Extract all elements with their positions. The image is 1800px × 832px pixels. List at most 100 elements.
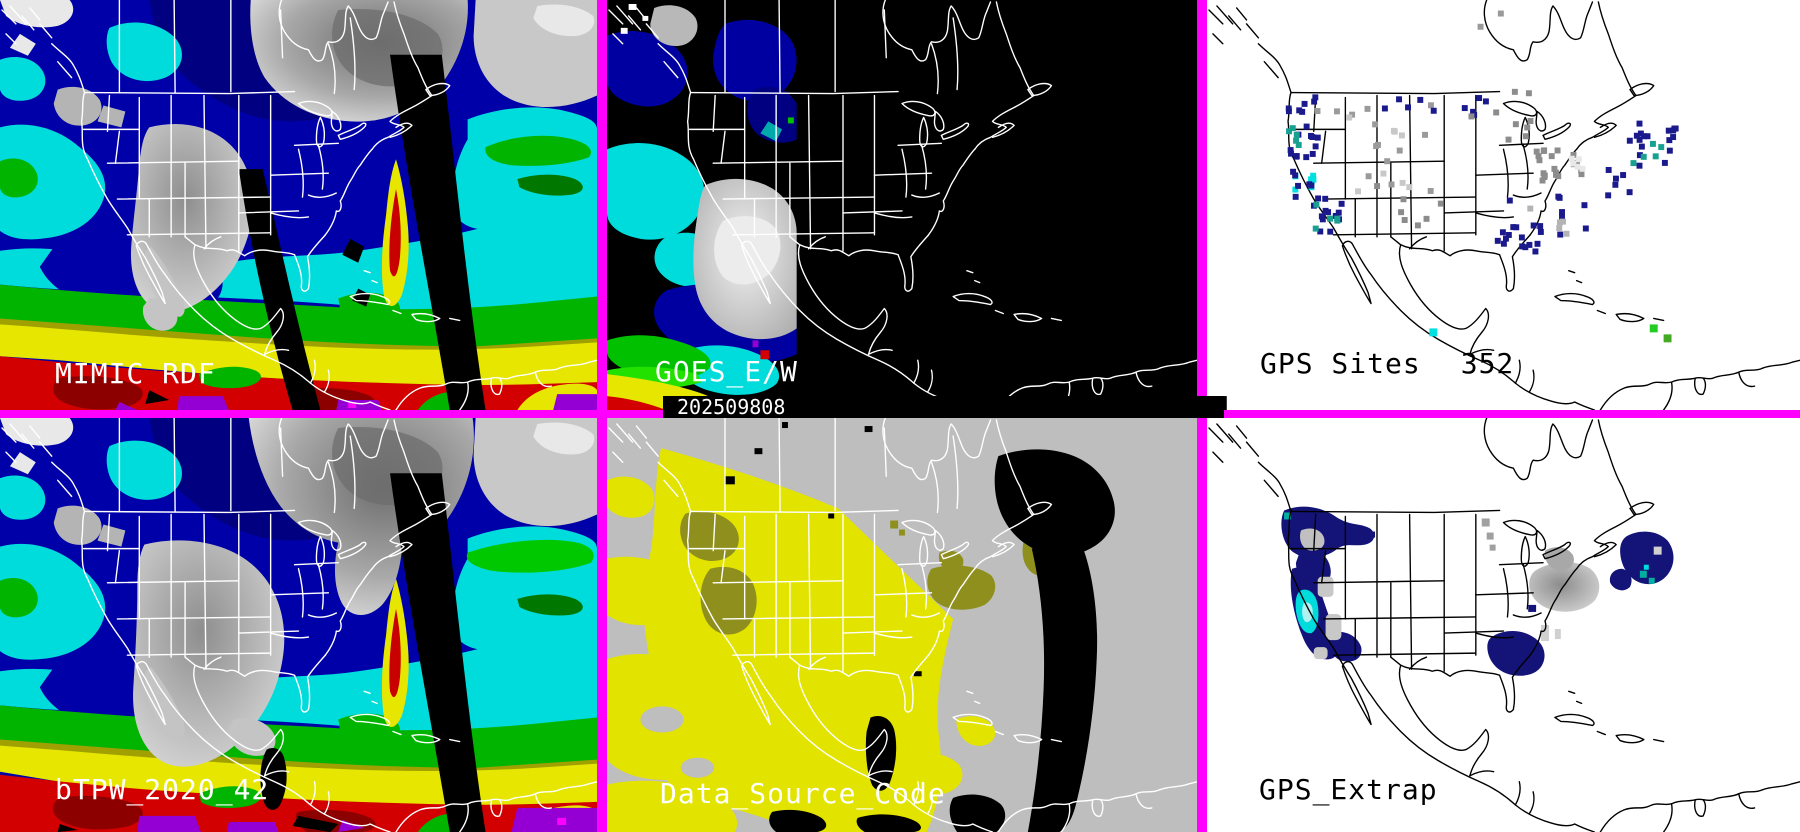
gps-site-marker bbox=[1315, 195, 1322, 202]
gps-sites-count: 352 bbox=[1460, 347, 1515, 380]
panel-gps-extrap: GPS_Extrap bbox=[1207, 418, 1800, 832]
gps-site-marker bbox=[1548, 153, 1555, 160]
gps-site-marker bbox=[1636, 136, 1643, 143]
panel-data-source-code: Data_Source_Code bbox=[607, 418, 1197, 832]
gps-site-marker bbox=[1525, 90, 1532, 97]
gps-site-marker bbox=[1384, 158, 1391, 165]
gps-site-marker bbox=[1513, 224, 1520, 231]
gps-site-marker bbox=[1461, 105, 1468, 112]
gps-site-marker bbox=[1422, 131, 1428, 138]
gps-site-marker bbox=[1537, 228, 1544, 235]
gps-site-marker bbox=[1400, 196, 1407, 203]
gps-site-marker bbox=[1582, 225, 1589, 232]
gps-site-marker bbox=[1524, 124, 1531, 131]
gps-site-marker bbox=[1414, 222, 1421, 229]
gps-site-marker bbox=[1468, 113, 1475, 120]
gps-site-marker bbox=[1482, 98, 1489, 105]
gps-site-marker bbox=[1292, 193, 1299, 200]
panel-gps-sites: GPS Sites 352 bbox=[1207, 0, 1800, 410]
gps-site-marker bbox=[1355, 188, 1361, 195]
gps-site-marker bbox=[1301, 100, 1308, 107]
gps-site-marker bbox=[1613, 175, 1619, 182]
gps-site-marker bbox=[1365, 173, 1372, 180]
gps-site-marker bbox=[1553, 169, 1559, 176]
gps-site-marker bbox=[1636, 162, 1643, 169]
gps-site-marker bbox=[1335, 209, 1342, 216]
gps-site-marker bbox=[1554, 147, 1561, 154]
gps-site-marker bbox=[1637, 130, 1644, 137]
gps-site-marker bbox=[1511, 88, 1518, 95]
gps-site-marker bbox=[1505, 231, 1512, 238]
gps-site-marker bbox=[1437, 200, 1444, 207]
gps-site-marker bbox=[1581, 202, 1588, 209]
gps-sites-map bbox=[1207, 0, 1800, 410]
gps-site-marker bbox=[1293, 153, 1300, 160]
gps-site-marker bbox=[1288, 150, 1294, 157]
gps-site-marker bbox=[1494, 237, 1501, 244]
gps-site-marker bbox=[1644, 133, 1651, 140]
panel-label-mimic-rdf: MIMIC RDF bbox=[55, 357, 216, 390]
mimic-rdf-map bbox=[0, 0, 597, 410]
gps-site-marker bbox=[1527, 205, 1534, 212]
gps-site-marker bbox=[1497, 10, 1504, 17]
gps-site-marker bbox=[1310, 172, 1317, 179]
gps-site-marker bbox=[1568, 155, 1575, 162]
gps-site-marker bbox=[1314, 134, 1321, 141]
gps-site-marker bbox=[1470, 108, 1477, 115]
gps-site-marker bbox=[1663, 334, 1672, 343]
gps-site-marker bbox=[1429, 328, 1438, 337]
gps-site-marker bbox=[1505, 136, 1512, 143]
gps-site-marker bbox=[1391, 128, 1398, 135]
gps-site-marker bbox=[1292, 186, 1299, 193]
gps-site-marker bbox=[1399, 179, 1406, 186]
gps-site-marker bbox=[1314, 108, 1321, 115]
gps-site-marker bbox=[1534, 240, 1541, 247]
gps-site-marker bbox=[1327, 228, 1334, 235]
gps-site-marker bbox=[1665, 127, 1672, 134]
goes-ew-map bbox=[607, 0, 1197, 410]
gps-site-marker bbox=[1325, 209, 1332, 216]
gps-site-marker bbox=[1510, 224, 1517, 231]
gps-site-marker bbox=[1427, 102, 1434, 109]
gps-site-marker bbox=[1396, 147, 1403, 154]
gps-site-marker bbox=[1308, 182, 1315, 189]
gps-site-marker bbox=[1396, 96, 1402, 103]
gps-site-marker bbox=[1526, 241, 1533, 248]
gps-site-marker bbox=[1620, 172, 1627, 179]
timestamp-text: 202509808 bbox=[677, 395, 786, 419]
gps-site-marker bbox=[1556, 219, 1563, 226]
gps-site-marker bbox=[1334, 108, 1340, 115]
gps-site-marker bbox=[1290, 168, 1297, 175]
gps-site-marker bbox=[1570, 151, 1577, 158]
gps-site-marker bbox=[1649, 324, 1658, 333]
gps-site-marker bbox=[1381, 105, 1388, 112]
gps-site-marker bbox=[1296, 107, 1303, 114]
gps-site-marker bbox=[1346, 114, 1353, 121]
gps-site-marker bbox=[1512, 121, 1519, 128]
gps-site-marker bbox=[1327, 215, 1334, 222]
gps-site-marker bbox=[1500, 240, 1507, 247]
gps-site-marker bbox=[1476, 95, 1483, 102]
gps-site-marker bbox=[1477, 23, 1484, 30]
gps-site-marker bbox=[1303, 123, 1310, 130]
gps-site-marker bbox=[1636, 120, 1643, 127]
gps-site-marker bbox=[1557, 231, 1564, 238]
gps-site-marker bbox=[1633, 132, 1640, 139]
gps-site-marker bbox=[1563, 230, 1570, 237]
gps-site-marker bbox=[1540, 170, 1547, 177]
gps-site-marker bbox=[1658, 144, 1665, 151]
gps-site-marker bbox=[1661, 159, 1668, 166]
gps-site-marker bbox=[1541, 147, 1548, 154]
gps-site-marker bbox=[1666, 147, 1673, 154]
gps-site-marker bbox=[1303, 154, 1310, 161]
gps-site-marker bbox=[1398, 132, 1405, 139]
gps-site-marker bbox=[1672, 125, 1679, 132]
gps-site-marker bbox=[1522, 244, 1529, 251]
gps-site-marker bbox=[1575, 156, 1582, 163]
gps-site-marker bbox=[1640, 153, 1647, 160]
gps-site-marker bbox=[1311, 98, 1318, 105]
gps-site-marker bbox=[1556, 194, 1563, 201]
gps-site-marker bbox=[1372, 121, 1379, 128]
gps-site-marker bbox=[1293, 137, 1300, 144]
